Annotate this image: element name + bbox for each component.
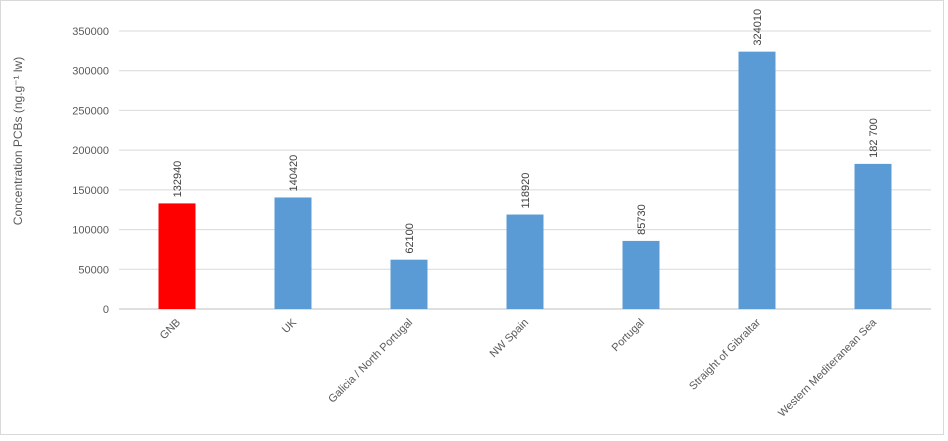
bars xyxy=(158,51,892,309)
x-tick-label: UK xyxy=(280,316,300,336)
data-label: 62100 xyxy=(404,223,416,254)
data-label: 140420 xyxy=(288,155,300,192)
data-label: 182 700 xyxy=(868,118,880,158)
y-tick-label: 250000 xyxy=(72,105,109,117)
y-tick-label: 0 xyxy=(103,304,109,316)
x-tick-label: Western Mediteranean Sea xyxy=(776,316,880,420)
y-axis-ticks: 0 50000 100000 150000 200000 250000 300000 3500… xyxy=(72,26,109,316)
bar xyxy=(506,214,544,309)
data-labels: 132940 140420 62100 118920 85730 324010 182 70… xyxy=(172,9,880,254)
y-tick-label: 150000 xyxy=(72,185,109,197)
x-tick-label: Portugal xyxy=(610,317,647,354)
bar xyxy=(158,203,196,309)
bar xyxy=(738,51,776,309)
bar xyxy=(622,240,660,309)
bar xyxy=(390,259,428,309)
y-axis-label: Concentration PCBs (ng.g⁻¹ lw) xyxy=(11,57,25,225)
data-label: 118920 xyxy=(520,173,532,209)
bar xyxy=(854,163,892,309)
y-tick-label: 100000 xyxy=(72,225,109,237)
x-tick-label: Straight of Gibraltar xyxy=(687,316,763,392)
x-tick-label: NW Spain xyxy=(488,317,532,361)
y-tick-label: 300000 xyxy=(72,66,109,78)
y-tick-label: 350000 xyxy=(72,26,109,38)
x-tick-label: GNB xyxy=(158,317,183,342)
y-tick-label: 50000 xyxy=(78,264,109,276)
bar xyxy=(274,197,312,309)
data-label: 85730 xyxy=(636,204,648,235)
data-label: 324010 xyxy=(752,9,764,46)
y-tick-label: 200000 xyxy=(72,145,109,157)
data-label: 132940 xyxy=(172,161,184,198)
x-axis-ticks: GNB UK Galicia / North Portugal NW Spain Por… xyxy=(158,316,880,420)
x-tick-label: Galicia / North Portugal xyxy=(326,317,415,406)
